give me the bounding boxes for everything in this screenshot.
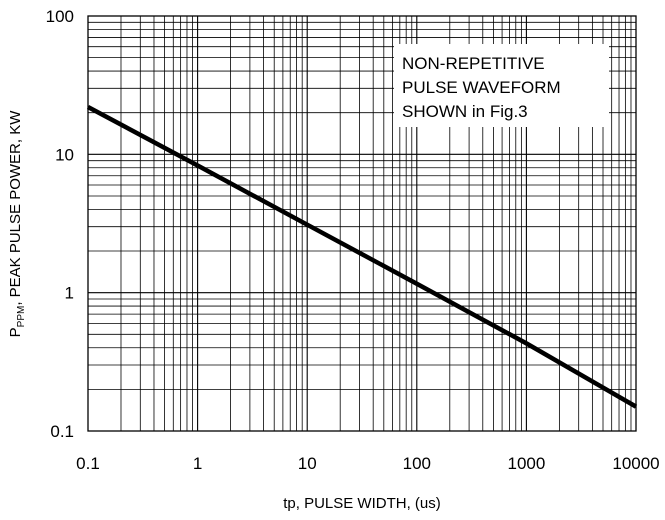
- x-tick-label: 10: [298, 454, 317, 473]
- x-tick-label: 1: [193, 454, 202, 473]
- x-axis-label: tp, PULSE WIDTH, (us): [283, 495, 441, 512]
- x-tick-label: 100: [403, 454, 431, 473]
- y-axis-label-rest: , PEAK PULSE POWER, KW: [7, 110, 24, 306]
- annotation-line-2: PULSE WAVEFORM: [402, 78, 561, 97]
- plot-frame: [87, 15, 637, 432]
- y-tick-label: 10: [55, 145, 74, 164]
- x-tick-label: 1000: [507, 454, 545, 473]
- series-layer: [86, 104, 638, 409]
- series-line: [86, 104, 638, 409]
- y-axis-label: PPPM, PEAK PULSE POWER, KW: [7, 110, 27, 338]
- x-tick-label: 10000: [612, 454, 659, 473]
- y-axis-label-main: P: [7, 327, 24, 337]
- x-tick-labels: 0.1 1 10 100 1000 10000: [76, 454, 659, 473]
- y-tick-label: 0.1: [50, 422, 74, 441]
- annotation-line-3: SHOWN in Fig.3: [402, 102, 528, 121]
- y-tick-label: 1: [65, 284, 74, 303]
- annotation-box: NON-REPETITIVE PULSE WAVEFORM SHOWN in F…: [394, 44, 609, 127]
- y-tick-label: 100: [46, 7, 74, 26]
- y-tick-labels: 0.1 1 10 100: [46, 7, 74, 441]
- plot-grid: [88, 16, 636, 431]
- annotation-line-1: NON-REPETITIVE: [402, 54, 545, 73]
- y-axis-label-subscript: PPM: [16, 306, 27, 328]
- x-tick-label: 0.1: [76, 454, 100, 473]
- annotation-background: [394, 44, 609, 127]
